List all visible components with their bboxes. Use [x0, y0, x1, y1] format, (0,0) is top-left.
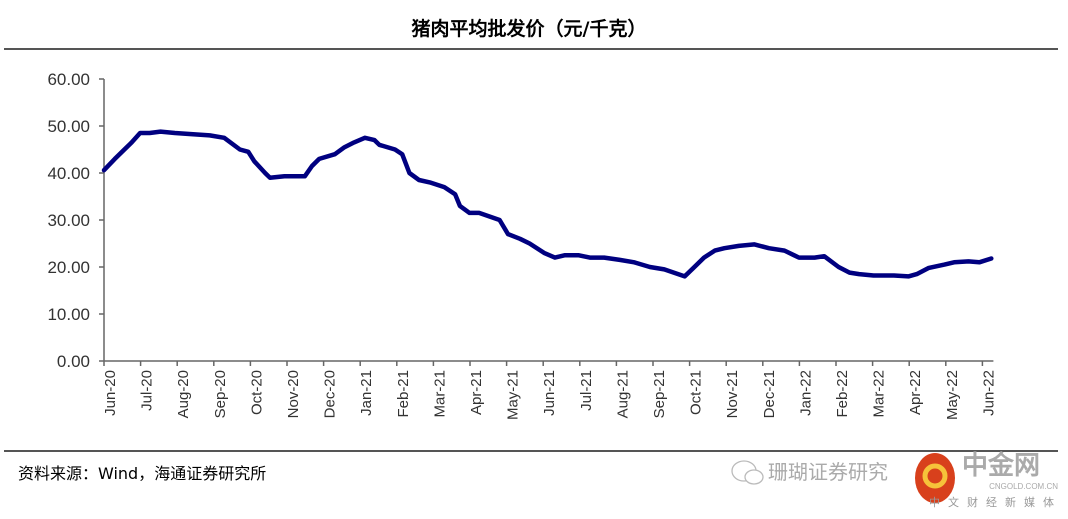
wechat-icon — [731, 460, 764, 485]
x-tick-label: Apr-21 — [468, 370, 485, 415]
x-tick-label: Jun-20 — [102, 370, 119, 416]
cngold-logo-icon — [915, 453, 955, 503]
x-tick-label: May-21 — [505, 370, 522, 420]
watermark-url: CNGOLD.COM.CN — [989, 482, 1058, 491]
x-tick-label: Jul-21 — [578, 370, 595, 411]
source-note: 资料来源：Wind，海通证券研究所 — [18, 464, 267, 483]
y-tick-label: 50.00 — [47, 117, 90, 136]
x-tick-label: Mar-22 — [871, 370, 888, 418]
chart-title: 猪肉平均批发价（元/千克） — [411, 18, 647, 40]
x-tick-label: Jan-21 — [358, 370, 375, 416]
x-tick-label: Dec-20 — [322, 370, 339, 418]
x-tick-label: Feb-21 — [395, 370, 412, 418]
x-tick-label: Dec-21 — [761, 370, 778, 418]
line-chart: 0.00 10.00 20.00 30.00 40.00 50.00 60.00 Jun-20… — [47, 70, 997, 420]
x-tick-label: Aug-20 — [175, 370, 192, 418]
x-tick-label: Oct-21 — [688, 370, 705, 415]
x-tick-label: May-22 — [944, 370, 961, 420]
x-tick-label: Jul-20 — [139, 370, 156, 411]
y-tick-label: 10.00 — [47, 305, 90, 324]
x-tick-label: Jan-22 — [797, 370, 814, 416]
x-tick-label: Nov-20 — [285, 370, 302, 418]
watermark-text: 珊瑚证券研究 — [768, 460, 888, 484]
watermark-brand: 中金网 — [962, 451, 1041, 481]
x-tick-label: Apr-22 — [907, 370, 924, 415]
x-tick-label: Nov-21 — [724, 370, 741, 418]
y-tick-label: 0.00 — [57, 352, 90, 371]
y-tick-label: 60.00 — [47, 70, 90, 89]
x-tick-label: Jun-21 — [541, 370, 558, 416]
y-tick-label: 20.00 — [47, 258, 90, 277]
price-line — [101, 129, 994, 279]
y-tick-label: 30.00 — [47, 211, 90, 230]
watermark-tagline: 中文财经新媒体 — [929, 496, 1062, 509]
x-tick-label: Sep-21 — [651, 370, 668, 418]
top-divider — [4, 48, 1058, 50]
x-tick-label: Jun-22 — [980, 370, 997, 416]
x-tick-label: Sep-20 — [212, 370, 229, 418]
x-tick-label: Feb-22 — [834, 370, 851, 418]
x-tick-label: Aug-21 — [614, 370, 631, 418]
y-tick-label: 40.00 — [47, 164, 90, 183]
bottom-divider — [4, 450, 1058, 452]
x-tick-label: Oct-20 — [248, 370, 265, 415]
x-tick-label: Mar-21 — [431, 370, 448, 418]
